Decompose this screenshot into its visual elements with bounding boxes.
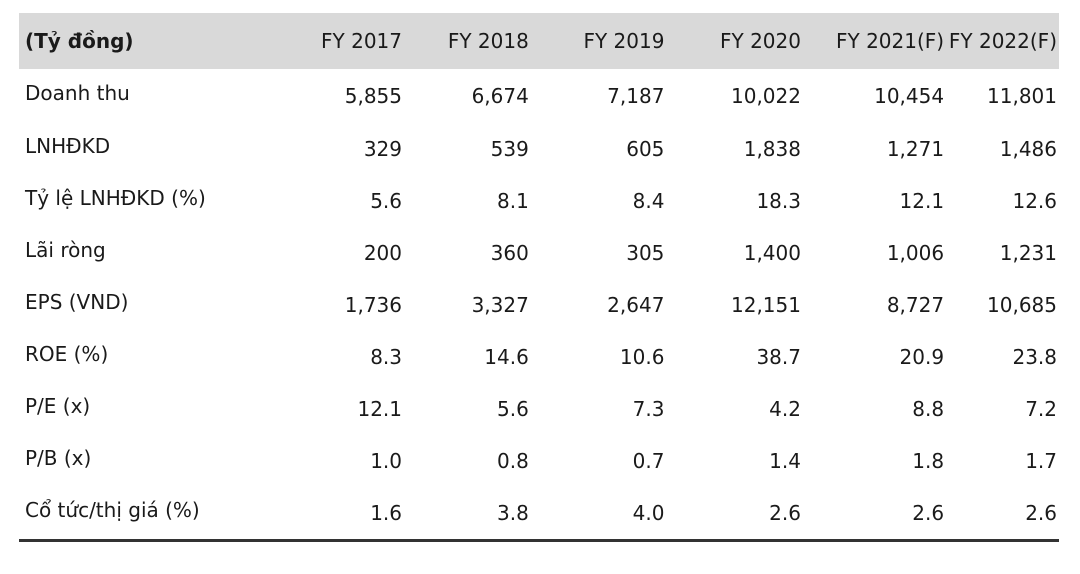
table-row: Tỷ lệ LNHĐKD (%) 5.6 8.1 8.4 18.3 12.1 12.6	[19, 175, 1059, 227]
table-cell: 2.6	[664, 487, 801, 542]
table-cell: 1,400	[743, 241, 801, 265]
table-cell: 20.9	[899, 345, 945, 369]
table-cell: 5.6	[497, 397, 529, 421]
table-cell: 10.6	[619, 345, 665, 369]
column-header-fy2021f: FY 2021(F)	[835, 29, 945, 53]
table-cell: 4.2	[769, 397, 801, 421]
row-label: LNHĐKD	[25, 134, 111, 158]
row-label: Lãi ròng	[25, 238, 106, 262]
column-header-fy2018: FY 2018	[447, 29, 529, 53]
table-cell: 1,838	[743, 137, 801, 161]
row-label: P/E (x)	[25, 394, 91, 418]
table-cell: 1.8	[912, 449, 945, 473]
table-cell: 10,454	[874, 84, 945, 108]
table-cell: 2,647	[607, 293, 665, 317]
table-cell: 200	[363, 241, 403, 265]
column-header-fy2017: FY 2017	[321, 29, 403, 53]
table-cell: 605	[626, 137, 665, 161]
table-row: LNHĐKD 329 539 605 1,838 1,271 1,486	[19, 123, 1059, 175]
table-cell: 12.1	[899, 189, 945, 213]
table-cell: 329	[363, 137, 403, 161]
table-cell: 10,022	[731, 84, 801, 108]
table-cell: 2.6	[800, 487, 945, 542]
row-label: Tỷ lệ LNHĐKD (%)	[25, 186, 206, 210]
table-cell: 1.4	[769, 449, 801, 473]
table-cell: 12.6	[1012, 189, 1057, 213]
row-label: EPS (VND)	[25, 290, 129, 314]
table-cell: 8.3	[370, 345, 403, 369]
table-row: Cổ tức/thị giá (%) 1.6 3.8 4.0 2.6 2.6 2.6	[19, 484, 1059, 542]
table-cell: 1,231	[999, 241, 1057, 265]
table-header-row: (Tỷ đồng) FY 2017 FY 2018 FY 2019 FY 202…	[19, 13, 1059, 69]
table-cell: 23.8	[1012, 345, 1057, 369]
table-cell: 8.1	[497, 189, 529, 213]
table-cell: 11,801	[987, 84, 1057, 108]
table-cell: 1,271	[886, 137, 945, 161]
row-label: Doanh thu	[25, 81, 130, 105]
table-row: P/B (x) 1.0 0.8 0.7 1.4 1.8 1.7	[19, 435, 1059, 487]
table-cell: 3.8	[402, 487, 529, 542]
row-label: P/B (x)	[25, 446, 92, 470]
table-cell: 38.7	[756, 345, 801, 369]
table-cell: 4.0	[528, 487, 665, 542]
table-cell: 305	[626, 241, 665, 265]
table-cell: 0.8	[497, 449, 529, 473]
table-cell: 12.1	[357, 397, 403, 421]
table-cell: 1,736	[344, 293, 403, 317]
unit-label-header: (Tỷ đồng)	[25, 29, 134, 53]
row-label: ROE (%)	[25, 342, 109, 366]
column-header-fy2019: FY 2019	[583, 29, 665, 53]
table-row: EPS (VND) 1,736 3,327 2,647 12,151 8,727 10,68…	[19, 279, 1059, 331]
table-cell: 7.3	[632, 397, 665, 421]
table-cell: 5.6	[370, 189, 403, 213]
table-cell: 7,187	[607, 84, 665, 108]
table-cell: 8.8	[912, 397, 945, 421]
table-cell: 18.3	[756, 189, 801, 213]
table-cell: 8,727	[886, 293, 945, 317]
table-cell: 14.6	[484, 345, 529, 369]
financial-summary-table: (Tỷ đồng) FY 2017 FY 2018 FY 2019 FY 202…	[19, 13, 1059, 542]
column-header-fy2020: FY 2020	[720, 29, 801, 53]
table-row: Lãi ròng 200 360 305 1,400 1,006 1,231	[19, 227, 1059, 279]
table-cell: 10,685	[987, 293, 1057, 317]
table-cell: 0.7	[632, 449, 665, 473]
table-cell: 1.7	[1025, 449, 1057, 473]
table-cell: 7.2	[1025, 397, 1057, 421]
table-row: P/E (x) 12.1 5.6 7.3 4.2 8.8 7.2	[19, 383, 1059, 435]
table-cell: 6,674	[471, 84, 529, 108]
table-cell: 1.0	[370, 449, 403, 473]
table-cell: 3,327	[471, 293, 529, 317]
table-cell: 360	[490, 241, 529, 265]
table-cell: 539	[490, 137, 529, 161]
table-cell: 12,151	[731, 293, 801, 317]
table-cell: 1,486	[999, 137, 1057, 161]
table-cell: 8.4	[632, 189, 665, 213]
table-cell: 1.6	[263, 487, 403, 542]
table-row: Doanh thu 5,855 6,674 7,187 10,022 10,454 11,8…	[19, 69, 1059, 123]
row-label: Cổ tức/thị giá (%)	[19, 484, 264, 539]
table-cell: 2.6	[944, 487, 1059, 542]
column-header-fy2022f: FY 2022(F)	[948, 29, 1057, 53]
table-row: ROE (%) 8.3 14.6 10.6 38.7 20.9 23.8	[19, 331, 1059, 383]
table-cell: 1,006	[886, 241, 945, 265]
table-cell: 5,855	[344, 84, 403, 108]
